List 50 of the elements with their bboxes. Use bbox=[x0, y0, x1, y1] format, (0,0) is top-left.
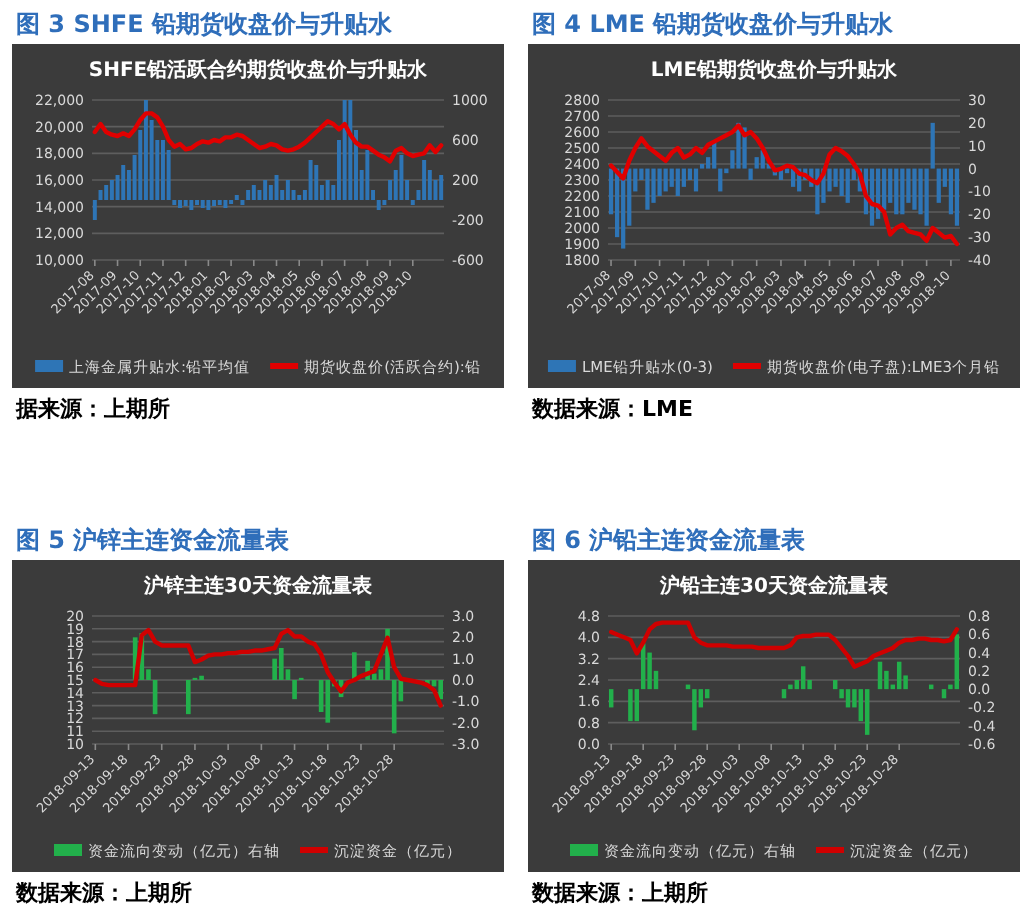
bar bbox=[718, 168, 723, 192]
bar bbox=[645, 168, 650, 210]
bar bbox=[692, 689, 697, 731]
bar bbox=[693, 168, 699, 192]
bar bbox=[748, 168, 753, 180]
bar bbox=[839, 168, 844, 196]
bar bbox=[647, 652, 652, 690]
bar bbox=[930, 122, 935, 169]
bar bbox=[278, 648, 284, 680]
source-note: 数据来源：上期所 bbox=[530, 880, 708, 906]
bar bbox=[839, 689, 844, 699]
bar bbox=[325, 680, 331, 723]
line-series bbox=[608, 123, 960, 247]
bar bbox=[912, 168, 917, 210]
bar bbox=[628, 689, 633, 722]
bar bbox=[884, 670, 889, 690]
bar bbox=[663, 168, 668, 192]
bar bbox=[800, 666, 806, 690]
bar bbox=[651, 168, 656, 203]
bar bbox=[894, 168, 899, 215]
source-note: 数据来源：LME bbox=[530, 396, 693, 422]
chart-title: 图 4 LME 铅期货收盘价与升贴水 bbox=[532, 10, 896, 38]
chart-title: 图 5 沪锌主连资金流量表 bbox=[16, 526, 292, 554]
chart-subtitle: 沪铅主连30天资金流量表 bbox=[658, 574, 890, 598]
line-series bbox=[609, 620, 959, 669]
bar bbox=[292, 680, 297, 700]
text: 据来源：上期所 bbox=[14, 396, 170, 422]
chart-subtitle: LME铅期货收盘价与升贴水 bbox=[650, 58, 900, 82]
bar bbox=[924, 168, 929, 226]
chart-title: 图 3 SHFE 铅期货收盘价与升贴水 bbox=[16, 10, 394, 38]
bar bbox=[954, 168, 960, 226]
bar bbox=[864, 689, 870, 735]
bar bbox=[845, 168, 850, 203]
bar bbox=[657, 168, 662, 196]
bar bbox=[391, 680, 397, 734]
line-series bbox=[92, 111, 444, 164]
chart-subtitle: 沪锌主连30天资金流量表 bbox=[142, 574, 374, 598]
bar bbox=[754, 157, 759, 169]
chart-subtitle: SHFE铅活跃合约期货收盘价与升贴水 bbox=[88, 58, 430, 82]
bar bbox=[185, 680, 191, 715]
bar bbox=[675, 168, 680, 196]
bar bbox=[634, 689, 640, 722]
line-series bbox=[93, 627, 443, 708]
chart-title: 图 6 沪铅主连资金流量表 bbox=[532, 526, 808, 554]
bar bbox=[936, 168, 941, 203]
bar bbox=[788, 684, 793, 690]
bar bbox=[438, 680, 443, 700]
bar bbox=[352, 652, 357, 680]
bar bbox=[900, 168, 905, 215]
source-note: 数据来源：上期所 bbox=[14, 880, 192, 906]
